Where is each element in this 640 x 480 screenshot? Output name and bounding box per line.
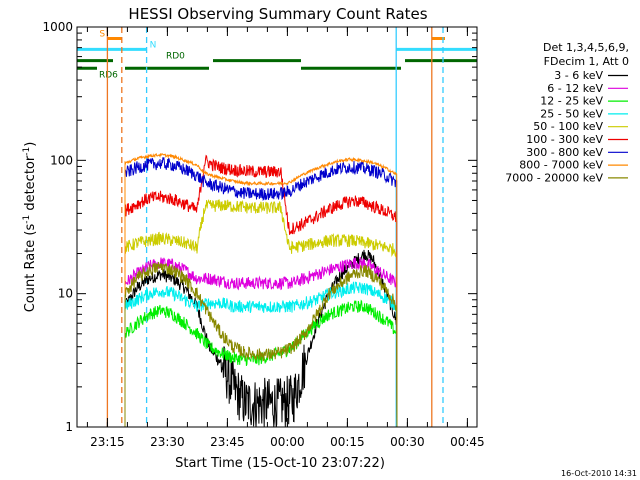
legend-entry: 100 - 300 keV xyxy=(526,133,603,146)
legend-entry: 12 - 25 keV xyxy=(540,95,603,108)
y-axis-label-sup1: -1 xyxy=(22,215,32,224)
x-axis-label: Start Time (15-Oct-10 23:07:22) xyxy=(175,456,385,471)
x-tick-label: 00:45 xyxy=(450,435,485,449)
y-axis-label-mid: detector xyxy=(23,155,38,215)
y-axis-label-sup2: -1 xyxy=(22,147,32,156)
series-line xyxy=(124,257,398,427)
x-tick-label: 23:30 xyxy=(150,435,185,449)
series-line xyxy=(124,249,398,427)
y-axis: 1 10 100 1000 xyxy=(42,20,477,434)
chart-title: HESSI Observing Summary Count Rates xyxy=(128,5,427,23)
flag-label: S xyxy=(99,29,105,39)
y-tick-label: 100 xyxy=(50,153,73,167)
flag-label: RD0 xyxy=(166,52,185,62)
attenuator-lines xyxy=(106,27,444,427)
x-tick-label: 00:15 xyxy=(330,435,365,449)
y-tick-label: 1 xyxy=(65,420,73,434)
date-stamp: 16-Oct-2010 14:31 xyxy=(561,469,637,478)
series-line xyxy=(124,156,398,427)
legend-entry: 800 - 7000 keV xyxy=(519,159,603,172)
legend-entry: 7000 - 20000 keV xyxy=(505,171,603,184)
series-line xyxy=(124,198,398,427)
x-tick-label: 23:15 xyxy=(90,435,125,449)
series-group xyxy=(124,153,398,427)
y-tick-label: 1000 xyxy=(42,20,73,34)
flag-label: N xyxy=(150,40,157,50)
series-line xyxy=(124,281,398,427)
series-line xyxy=(124,153,398,427)
flag-bars: S N RD0 RD6 xyxy=(77,29,477,80)
x-tick-label: 23:45 xyxy=(210,435,245,449)
legend: Det 1,3,4,5,6,9,FDecim 1, Att 03 - 6 keV… xyxy=(505,41,629,184)
legend-entry: 6 - 12 keV xyxy=(547,82,603,95)
y-axis-label-main: Count Rate (s xyxy=(23,224,38,313)
y-axis-label: Count Rate (s-1 detector-1) xyxy=(22,142,38,313)
x-tick-label: 00:30 xyxy=(390,435,425,449)
legend-header-line: Det 1,3,4,5,6,9, xyxy=(543,41,629,54)
flag-label: RD6 xyxy=(99,70,118,80)
legend-entry: 300 - 800 keV xyxy=(526,146,603,159)
series-line xyxy=(124,154,398,427)
series-line xyxy=(124,262,398,427)
plot-frame xyxy=(76,26,478,428)
legend-entry: 3 - 6 keV xyxy=(554,69,603,82)
y-tick-label: 10 xyxy=(58,287,73,301)
x-axis: 23:15 23:30 23:45 00:00 00:15 00:30 00:45 xyxy=(86,27,485,449)
y-axis-label-end: ) xyxy=(23,142,38,147)
legend-entry: 50 - 100 keV xyxy=(533,120,603,133)
legend-entry: 25 - 50 keV xyxy=(540,107,603,120)
x-tick-label: 00:00 xyxy=(270,435,305,449)
legend-header-line: FDecim 1, Att 0 xyxy=(544,55,629,68)
